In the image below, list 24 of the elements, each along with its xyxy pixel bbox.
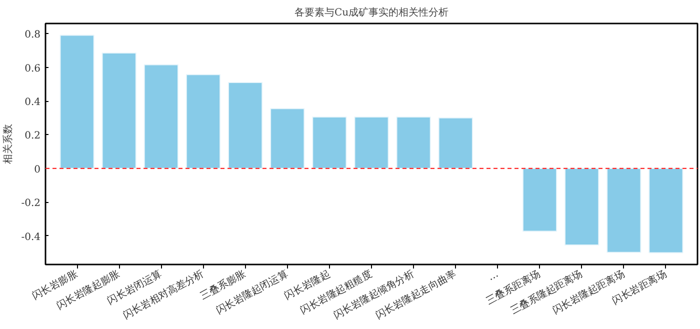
y-tick-label: 0.4 (24, 97, 41, 108)
y-tick-label: 0.6 (24, 63, 41, 74)
bar (396, 116, 431, 169)
bar (606, 168, 642, 253)
bar (522, 168, 558, 232)
x-tick-label: … (486, 268, 500, 284)
bar (186, 74, 221, 169)
y-tick-label: 0 (34, 164, 41, 176)
y-tick-label: 0.2 (24, 130, 41, 142)
bar (60, 34, 94, 169)
bar (312, 116, 347, 169)
bar (144, 64, 179, 169)
bar (354, 116, 389, 169)
bar (228, 82, 263, 169)
y-tick-label: 0.8 (24, 30, 41, 41)
bar (102, 52, 136, 169)
bar (564, 168, 600, 246)
y-axis-title: 相关系数 (2, 124, 14, 164)
bar (270, 108, 305, 169)
bar (648, 168, 684, 254)
y-tick-label: -0.2 (21, 198, 41, 210)
bar (438, 117, 473, 169)
y-tick-label: -0.4 (21, 232, 41, 243)
chart-title: 各要素与Cu成矿事实的相关性分析 (294, 6, 449, 18)
